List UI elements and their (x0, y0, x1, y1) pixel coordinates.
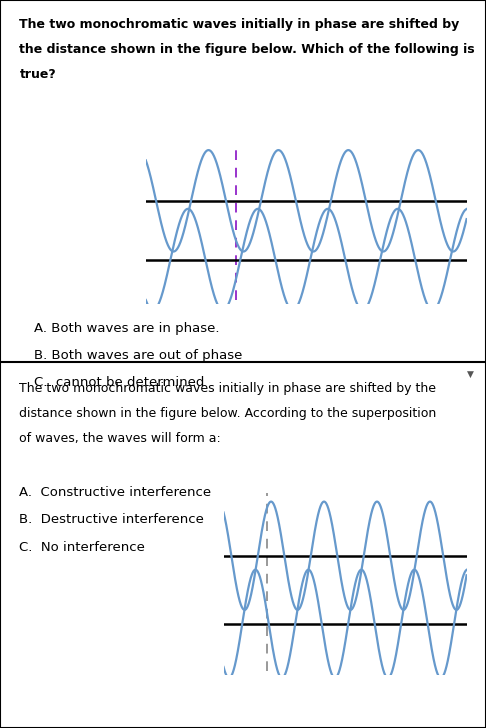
Text: true?: true? (19, 68, 56, 81)
Text: B. Both waves are out of phase: B. Both waves are out of phase (34, 349, 243, 362)
Text: of waves, the waves will form a:: of waves, the waves will form a: (19, 432, 221, 445)
Text: distance shown in the figure below. According to the superposition: distance shown in the figure below. Acco… (19, 407, 437, 420)
Text: A.  Constructive interference: A. Constructive interference (19, 486, 211, 499)
Text: B.  Destructive interference: B. Destructive interference (19, 513, 204, 526)
Text: The two monochromatic waves initially in phase are shifted by the: The two monochromatic waves initially in… (19, 382, 436, 395)
Text: C.  No interference: C. No interference (19, 541, 145, 554)
Text: The two monochromatic waves initially in phase are shifted by: The two monochromatic waves initially in… (19, 18, 460, 31)
Text: the distance shown in the figure below. Which of the following is: the distance shown in the figure below. … (19, 43, 475, 56)
Text: A. Both waves are in phase.: A. Both waves are in phase. (34, 322, 220, 335)
Text: C.  cannot be determined: C. cannot be determined (34, 376, 205, 389)
Text: ▼: ▼ (467, 370, 474, 379)
